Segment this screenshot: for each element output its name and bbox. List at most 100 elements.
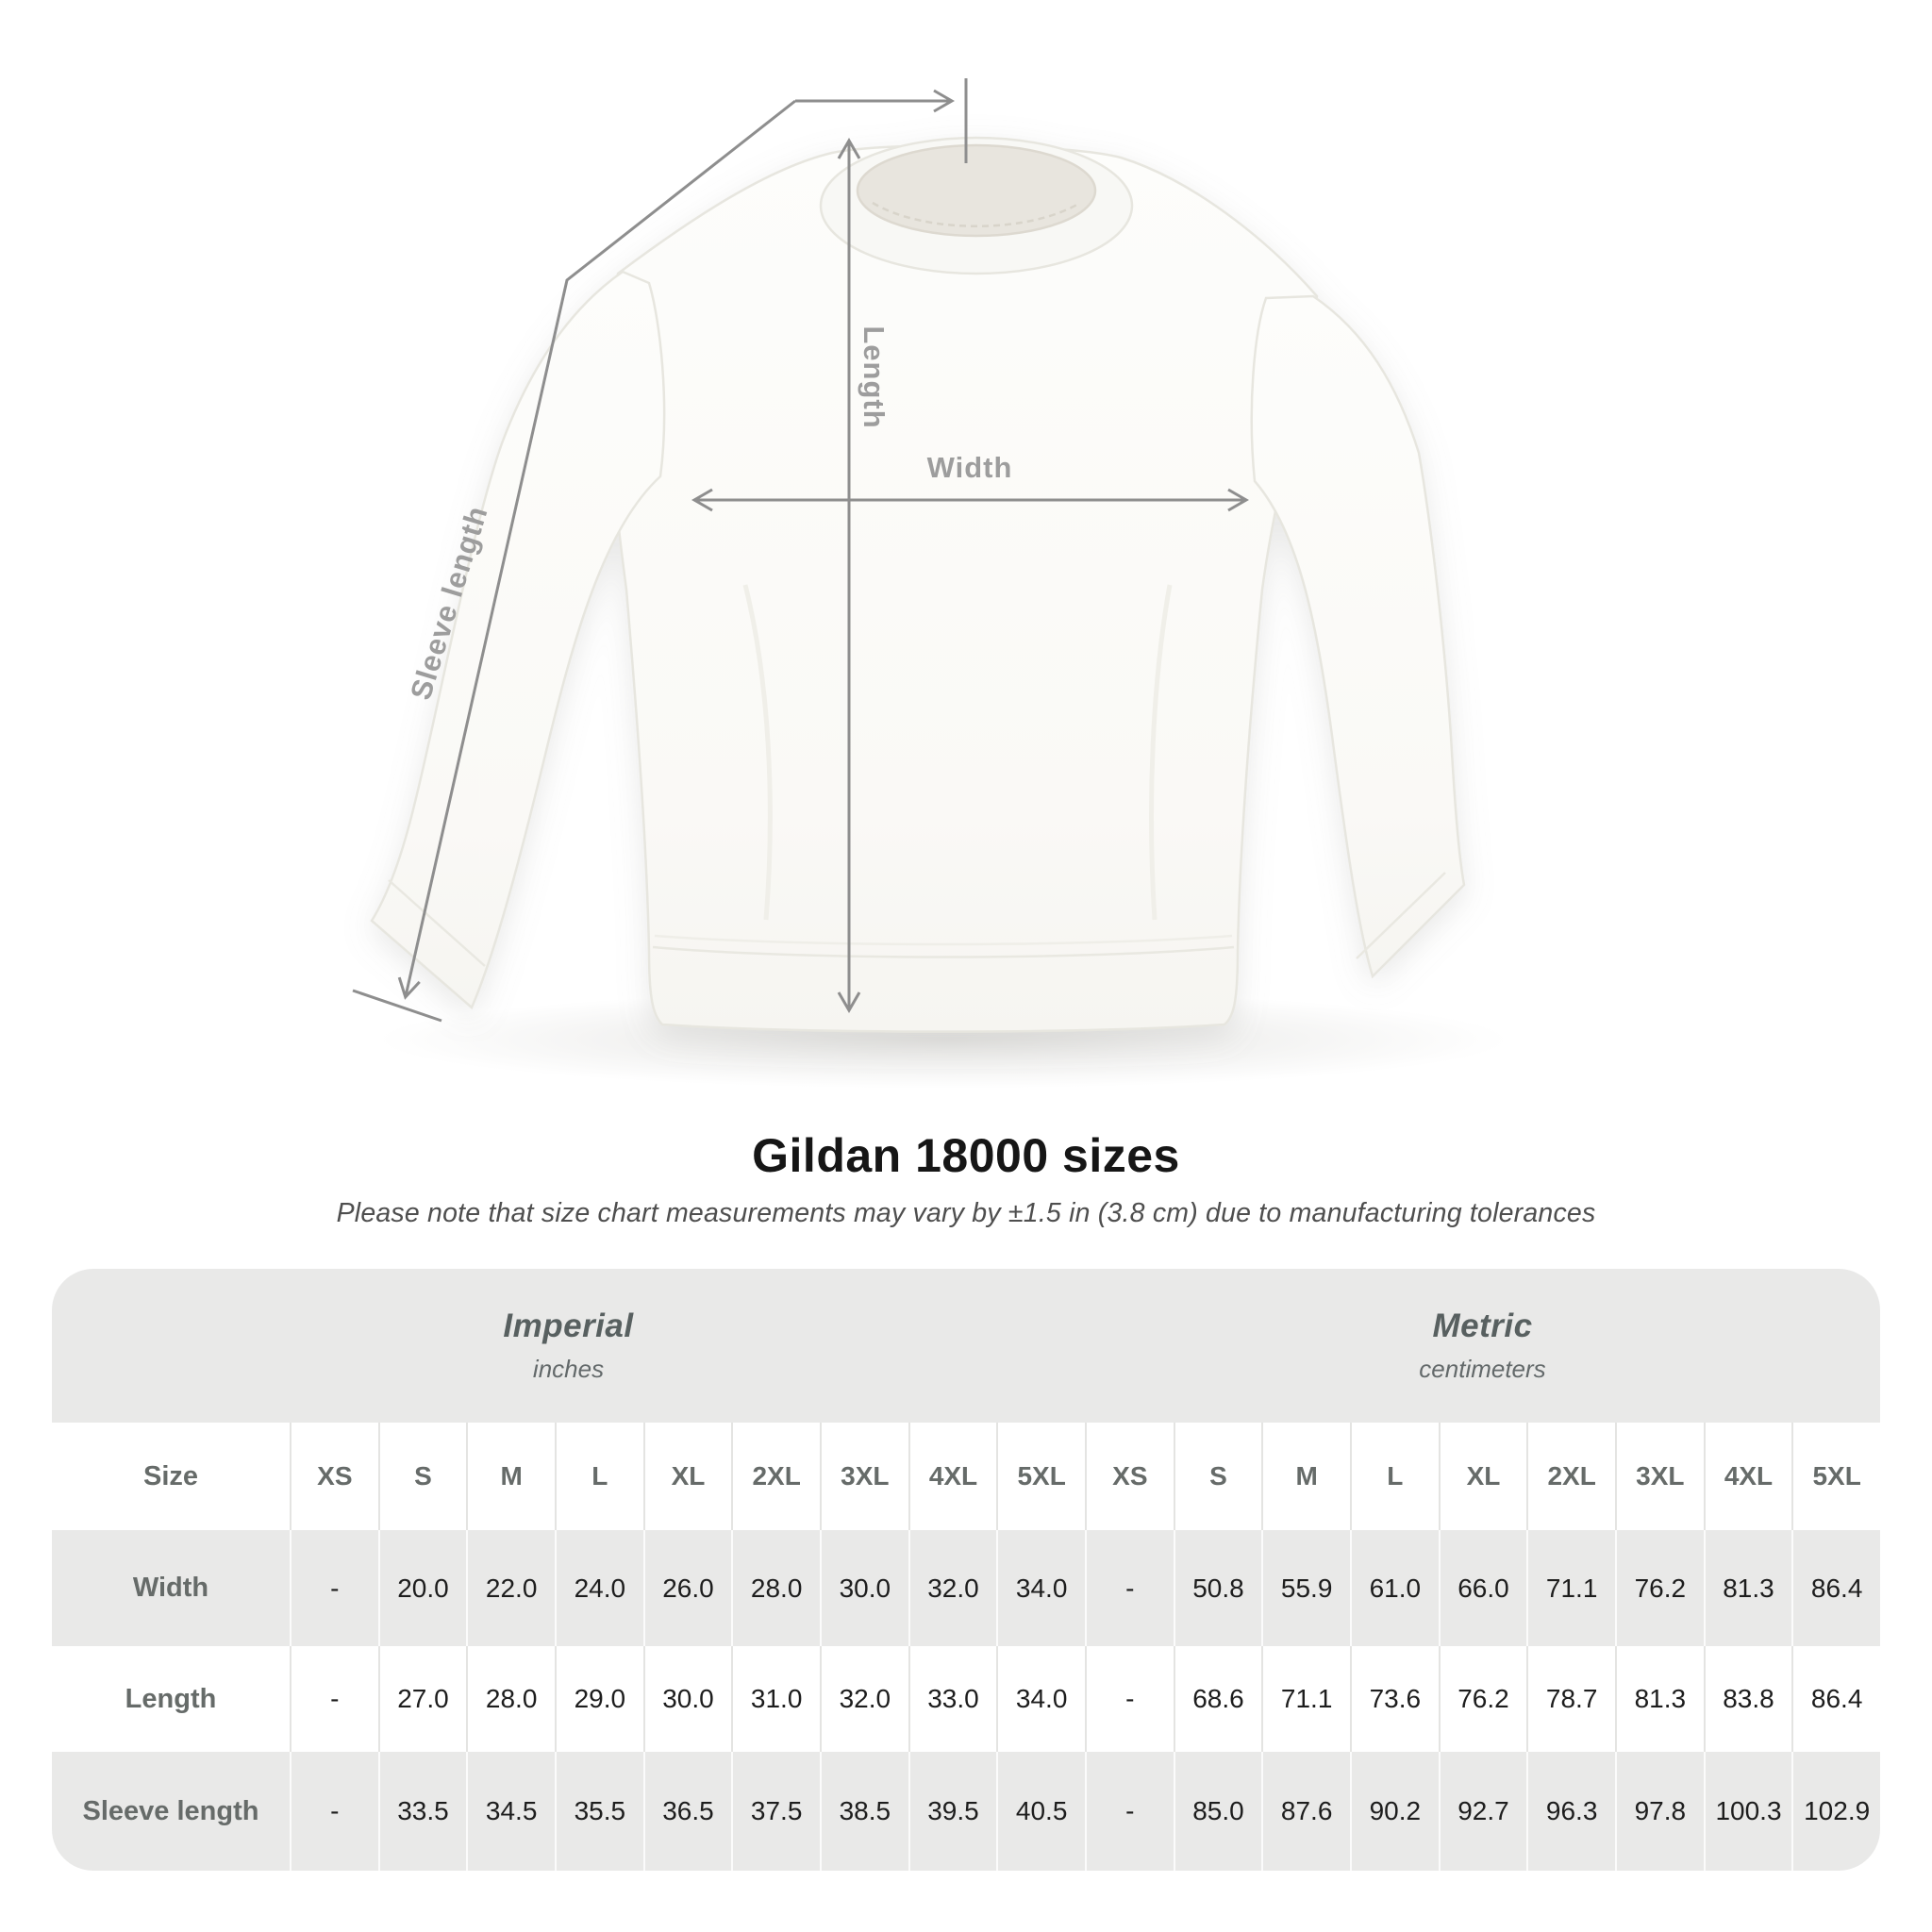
crease-left — [742, 584, 773, 921]
measure-row-length-cell: 30.0 — [642, 1646, 732, 1752]
size-header-row-cell: XS — [290, 1423, 378, 1530]
measure-row-length-cell: 34.0 — [996, 1646, 1085, 1752]
measure-row-length-cell: 32.0 — [819, 1646, 908, 1752]
hem-seam-2 — [654, 934, 1233, 946]
measure-row-sleeve-length-cell: 36.5 — [642, 1752, 732, 1871]
measure-row-length-label: Length — [125, 1683, 217, 1714]
sweatshirt-right-sleeve — [1250, 294, 1466, 979]
measure-row-width-cell: 30.0 — [819, 1530, 908, 1646]
measure-row-length-cell: 81.3 — [1614, 1646, 1704, 1752]
size-header-row-cell: XS — [1084, 1423, 1174, 1530]
collar-inner-shade — [856, 143, 1097, 238]
size-header-row-cell: S — [377, 1423, 467, 1530]
measure-row-width-cell: 71.1 — [1526, 1530, 1615, 1646]
size-header-row-cell: M — [466, 1423, 555, 1530]
measure-row-sleeve-length-cell: 100.3 — [1703, 1752, 1792, 1871]
measure-row-length-cell: 71.1 — [1261, 1646, 1350, 1752]
measure-row-length-cell: 33.0 — [908, 1646, 997, 1752]
measure-row-sleeve-length-cell: 34.5 — [466, 1752, 555, 1871]
size-table-grid: Size XS S M L XL 2XL 3XL 4XL 5XL XS S M L XL 2XL 3XL 4XL 5… — [52, 1423, 1880, 1871]
hem-seam — [652, 945, 1235, 958]
size-header-row: Size XS S M L XL 2XL 3XL 4XL 5XL XS S M L XL 2XL 3XL 4XL 5… — [52, 1423, 1880, 1530]
length-label: Length — [858, 325, 891, 428]
measurement-arrows — [352, 78, 1249, 1023]
measure-row-sleeve-length-cell: 35.5 — [554, 1752, 643, 1871]
size-header-row-cell: L — [1349, 1423, 1439, 1530]
measure-row-width-cell: 66.0 — [1438, 1530, 1527, 1646]
measure-row-width-label: Width — [132, 1573, 209, 1603]
sweatshirt-diagram-svg: Length Width Sleeve length — [352, 78, 1509, 1089]
measure-row-sleeve-length-cell: 39.5 — [908, 1752, 997, 1871]
size-header-row-cell: 5XL — [1791, 1423, 1880, 1530]
sleeve-length-bottom-tick — [352, 989, 442, 1023]
size-header-row-cell: L — [554, 1423, 643, 1530]
measure-row-width-cell: 20.0 — [377, 1530, 467, 1646]
imperial-unit: inches — [532, 1355, 605, 1383]
measure-row-length-cell: - — [290, 1646, 378, 1752]
sweatshirt-illustration — [370, 136, 1466, 1033]
measure-row-length-cell: 28.0 — [466, 1646, 555, 1752]
width-label: Width — [927, 451, 1013, 484]
measure-row-width-cell: 28.0 — [731, 1530, 820, 1646]
measure-row-width-cell: 81.3 — [1703, 1530, 1792, 1646]
measure-row-sleeve-length-cell: 87.6 — [1261, 1752, 1350, 1871]
measure-row-sleeve-length-cell: 92.7 — [1438, 1752, 1527, 1871]
size-header-row-cell: 4XL — [908, 1423, 997, 1530]
crease-right — [1149, 584, 1173, 921]
size-header-row-cell: XL — [1438, 1423, 1527, 1530]
size-header-row-cell: S — [1173, 1423, 1262, 1530]
metric-unit: centimeters — [1419, 1355, 1546, 1383]
measure-row-length-cell: - — [1084, 1646, 1174, 1752]
measure-row-width-cell: 22.0 — [466, 1530, 555, 1646]
imperial-label: Imperial — [503, 1307, 634, 1344]
measure-row-width: Width -20.0 22.0 24.0 26.0 28.0 30.0 32.0 34.0-5… — [52, 1530, 1880, 1646]
measure-row-width-cell: 26.0 — [642, 1530, 732, 1646]
left-cuff-seam — [388, 879, 486, 967]
measure-row-length-cell: 27.0 — [377, 1646, 467, 1752]
measure-row-width-cell: 50.8 — [1173, 1530, 1262, 1646]
measure-row-width-cell: 34.0 — [996, 1530, 1085, 1646]
size-header-row-cell: 5XL — [996, 1423, 1085, 1530]
size-header-row-cell: 3XL — [1614, 1423, 1704, 1530]
size-header-row-cell: 3XL — [819, 1423, 908, 1530]
imperial-group-header: Imperial inches — [52, 1269, 1085, 1423]
table-group-header: Imperial inches Metric centimeters — [52, 1269, 1880, 1423]
measure-row-width-cell: 86.4 — [1791, 1530, 1880, 1646]
measure-row-width-cell: 32.0 — [908, 1530, 997, 1646]
measure-row-width-cell: - — [290, 1530, 378, 1646]
title-block: Gildan 18000 sizes Please note that size… — [0, 1128, 1932, 1229]
size-header-row-cell: 2XL — [1526, 1423, 1615, 1530]
measure-row-sleeve-length-cell: - — [290, 1752, 378, 1871]
size-header-row-cell: XL — [642, 1423, 732, 1530]
size-header-row-cell: 4XL — [1703, 1423, 1792, 1530]
measure-row-width-cell: 61.0 — [1349, 1530, 1439, 1646]
measure-row-length: Length -27.0 28.0 29.0 30.0 31.0 32.0 33.0 34.0-… — [52, 1646, 1880, 1752]
measure-row-sleeve-length-cell: - — [1084, 1752, 1174, 1871]
measure-row-sleeve-length-cell: 90.2 — [1349, 1752, 1439, 1871]
page-title: Gildan 18000 sizes — [752, 1129, 1180, 1182]
size-table: Imperial inches Metric centimeters Size X… — [52, 1269, 1880, 1871]
measure-row-length-cell: 31.0 — [731, 1646, 820, 1752]
measure-row-length-cell: 73.6 — [1349, 1646, 1439, 1752]
right-cuff-seam — [1356, 872, 1446, 959]
size-header-row-label: Size — [142, 1460, 199, 1491]
sweatshirt-body — [609, 143, 1319, 1033]
tolerance-note: Please note that size chart measurements… — [336, 1198, 1596, 1228]
measure-row-length-cell: 76.2 — [1438, 1646, 1527, 1752]
metric-group-header: Metric centimeters — [1085, 1269, 1880, 1423]
measure-row-length-cell: 68.6 — [1173, 1646, 1262, 1752]
sleeve-length-arrow — [397, 99, 796, 1000]
measure-row-width-cell: 24.0 — [554, 1530, 643, 1646]
measure-row-sleeve-length-cell: 85.0 — [1173, 1752, 1262, 1871]
measure-row-sleeve-length-cell: 96.3 — [1526, 1752, 1615, 1871]
size-header-row-cell: M — [1261, 1423, 1350, 1530]
measure-row-sleeve-length-cell: 102.9 — [1791, 1752, 1880, 1871]
measure-row-sleeve-length-cell: 97.8 — [1614, 1752, 1704, 1871]
sweatshirt-diagram: Length Width Sleeve length — [352, 78, 1509, 1089]
measure-row-width-cell: - — [1084, 1530, 1174, 1646]
measure-row-length-cell: 86.4 — [1791, 1646, 1880, 1752]
measure-row-sleeve-length-label: Sleeve length — [82, 1795, 259, 1826]
measure-row-sleeve-length-cell: 40.5 — [996, 1752, 1085, 1871]
measure-row-length-cell: 78.7 — [1526, 1646, 1615, 1752]
